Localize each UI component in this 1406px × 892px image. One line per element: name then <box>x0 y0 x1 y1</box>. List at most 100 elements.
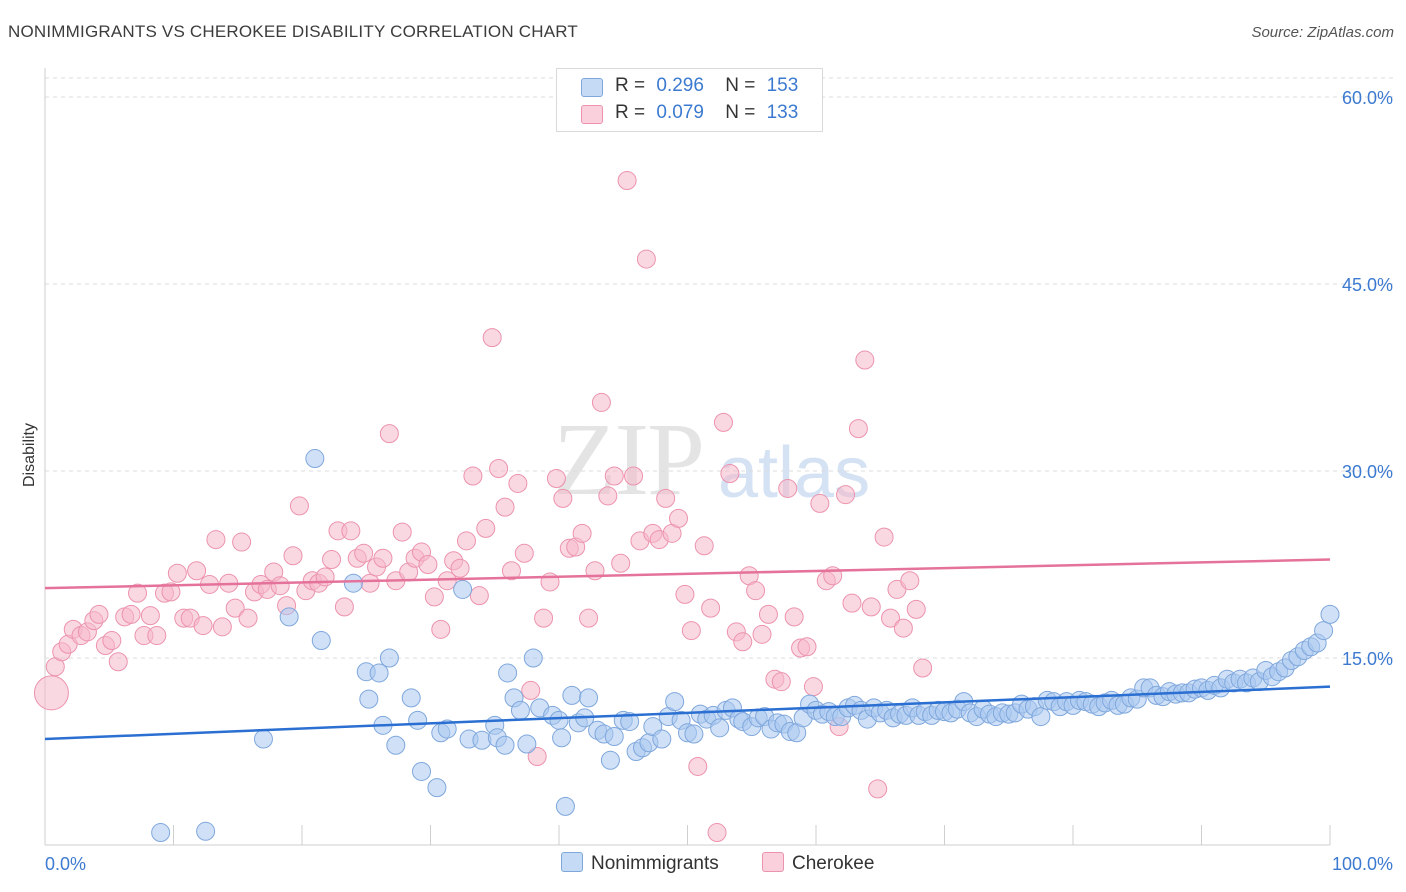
bottom-legend-nonimmigrants: Nonimmigrants <box>561 852 719 875</box>
cherokee-point <box>373 548 393 568</box>
cherokee-point <box>89 604 109 624</box>
y-tick-label: 60.0% <box>1342 88 1393 108</box>
cherokee-point <box>469 586 489 606</box>
bottom-legend-swatch-pink <box>762 852 784 872</box>
cherokee-point <box>784 607 804 627</box>
nonimmigrants-point <box>710 718 730 738</box>
cherokee-point <box>514 543 534 563</box>
nonimmigrants-point <box>495 735 515 755</box>
cherokee-point <box>746 581 766 601</box>
legend-n-value: 133 <box>766 102 799 123</box>
nonimmigrants-point <box>311 631 331 651</box>
nonimmigrants-point <box>305 449 325 469</box>
cherokee-point <box>675 584 695 604</box>
bottom-legend-cherokee: Cherokee <box>762 852 874 875</box>
cherokee-point <box>874 527 894 547</box>
cherokee-point <box>611 553 631 573</box>
nonimmigrants-point <box>401 688 421 708</box>
cherokee-point <box>913 658 933 678</box>
nonimmigrants-point <box>379 648 399 668</box>
cherokee-point <box>187 561 207 581</box>
cherokee-point <box>604 466 624 486</box>
y-tick-label: 15.0% <box>1342 649 1393 669</box>
cherokee-point <box>855 350 875 370</box>
cherokee-point <box>758 604 778 624</box>
x-tick-label: 100.0% <box>1332 854 1393 874</box>
cherokee-point <box>534 608 554 628</box>
bottom-legend-label: Nonimmigrants <box>591 853 719 874</box>
nonimmigrants-point <box>1031 707 1051 727</box>
legend-r-label: R = <box>615 102 646 123</box>
cherokee-point <box>848 419 868 439</box>
cherokee-point <box>140 606 160 626</box>
cherokee-point <box>893 618 913 638</box>
nonimmigrants-point <box>386 735 406 755</box>
nonimmigrants-point <box>620 712 640 732</box>
cherokee-point <box>713 412 733 432</box>
nonimmigrants-point <box>498 663 518 683</box>
cherokee-point <box>495 497 515 517</box>
nonimmigrants-point <box>549 710 569 730</box>
cherokee-point <box>392 522 412 542</box>
bottom-legend-label: Cherokee <box>792 853 875 874</box>
cherokee-point <box>450 558 470 578</box>
cherokee-point <box>881 608 901 628</box>
cherokee-point <box>810 493 830 513</box>
nonimmigrants-point <box>343 573 363 593</box>
nonimmigrants-point <box>510 700 530 720</box>
nonimmigrants-point <box>523 648 543 668</box>
nonimmigrants-point <box>1314 621 1334 641</box>
cherokee-point <box>688 756 708 776</box>
cherokee-point <box>501 561 521 581</box>
cherokee-point <box>836 485 856 505</box>
cherokee-point <box>379 424 399 444</box>
cherokee-point <box>861 597 881 617</box>
cherokee-point <box>108 652 128 672</box>
cherokee-point <box>289 496 309 516</box>
cherokee-point <box>694 536 714 556</box>
cherokee-point <box>193 616 213 636</box>
cherokee-point <box>701 598 721 618</box>
cherokee-point <box>161 582 181 602</box>
watermark-zip: ZIP <box>553 402 705 517</box>
nonimmigrants-point <box>684 724 704 744</box>
cherokee-point <box>482 328 502 348</box>
nonimmigrants-point <box>517 734 537 754</box>
cherokee-point <box>617 171 637 191</box>
nonimmigrants-point <box>600 750 620 770</box>
cherokee-point <box>102 631 122 651</box>
nonimmigrants-point <box>652 729 672 749</box>
cherokee-point <box>128 583 148 603</box>
cherokee-point <box>579 608 599 628</box>
nonimmigrants-point <box>552 728 572 748</box>
cherokee-point <box>803 677 823 697</box>
cherokee-point <box>206 530 226 550</box>
cherokee-point <box>232 532 252 552</box>
nonimmigrants-point <box>427 778 447 798</box>
y-tick-label: 45.0% <box>1342 275 1393 295</box>
nonimmigrants-point <box>196 821 216 841</box>
cherokee-point <box>431 619 451 639</box>
cherokee-point <box>456 531 476 551</box>
chart-title: NONIMMIGRANTS VS CHEROKEE DISABILITY COR… <box>8 22 578 41</box>
cherokee-point <box>598 486 618 506</box>
cherokee-point <box>437 571 457 591</box>
nonimmigrants-point <box>408 710 428 730</box>
cherokee-point <box>572 523 592 543</box>
cherokee-point <box>681 621 701 641</box>
legend-swatch-blue <box>581 78 603 97</box>
legend-row-nonimmigrants: R = 0.296 N = 153 <box>581 75 798 97</box>
y-tick-label: 30.0% <box>1342 462 1393 482</box>
cherokee-point <box>270 576 290 596</box>
cherokee-point <box>508 473 528 493</box>
cherokee-point <box>771 672 791 692</box>
cherokee-point <box>147 626 167 646</box>
cherokee-point <box>341 521 361 541</box>
nonimmigrants-point <box>579 688 599 708</box>
cherokee-point <box>489 459 509 479</box>
cherokee-point <box>553 488 573 508</box>
cherokee-point <box>33 675 69 711</box>
cherokee-point <box>418 555 438 574</box>
nonimmigrants-point <box>604 727 624 747</box>
